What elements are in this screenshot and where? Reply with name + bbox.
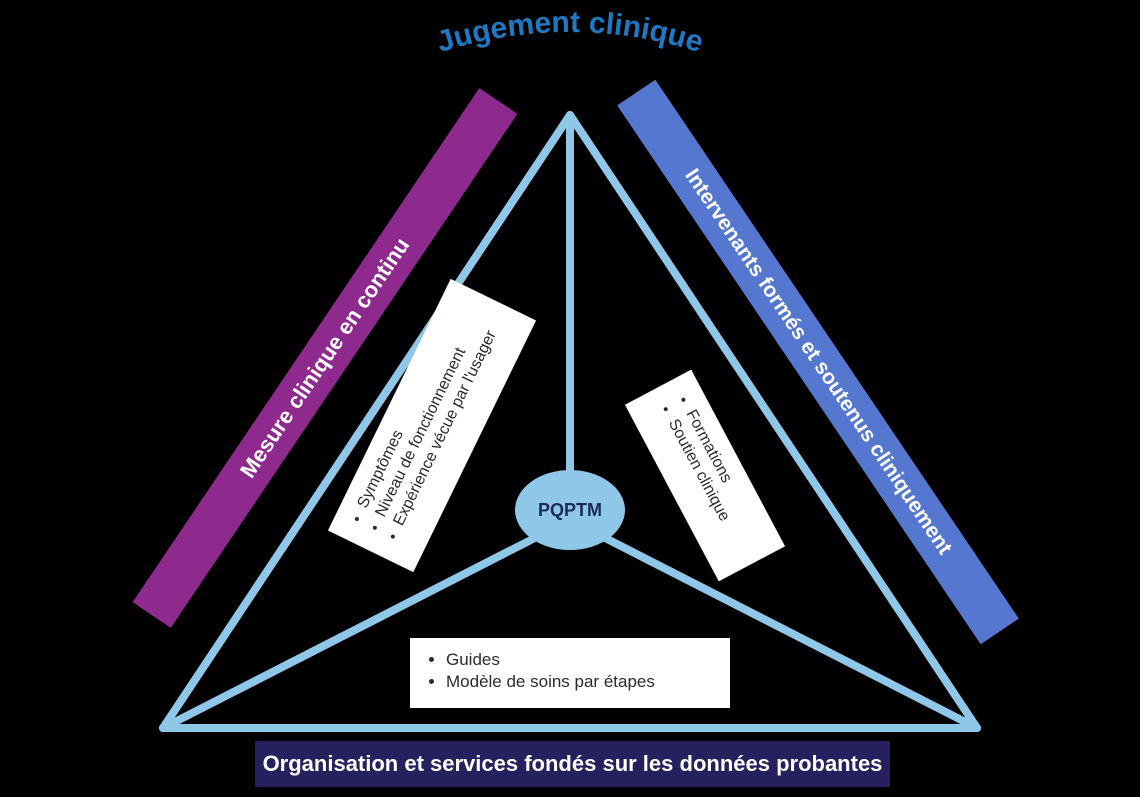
side-bar-right: Intervenants formés et soutenus clinique… (617, 80, 1019, 645)
bottom-bar-label: Organisation et services fondés sur les … (263, 751, 883, 777)
bottom-bar: Organisation et services fondés sur les … (255, 741, 890, 787)
diagram-stage: Jugement clinique Mesure clinique en con… (0, 0, 1140, 797)
center-ellipse-label: PQPTM (538, 500, 602, 521)
info-box-item: Niveau de fonctionnement (372, 307, 488, 520)
info-box-right: FormationsSoutien clinique (625, 369, 785, 581)
info-box-bottom: GuidesModèle de soins par étapes (410, 638, 730, 708)
info-box-right-list: FormationsSoutien clinique (655, 389, 767, 555)
center-ellipse: PQPTM (515, 470, 625, 550)
info-box-left-list: SymptômesNiveau de fonctionnementExpérie… (346, 298, 507, 546)
apex-label: Jugement clinique (433, 6, 707, 59)
info-box-bottom-list: GuidesModèle de soins par étapes (426, 650, 714, 692)
info-box-item: Guides (446, 650, 714, 670)
info-box-item: Modèle de soins par étapes (446, 672, 714, 692)
